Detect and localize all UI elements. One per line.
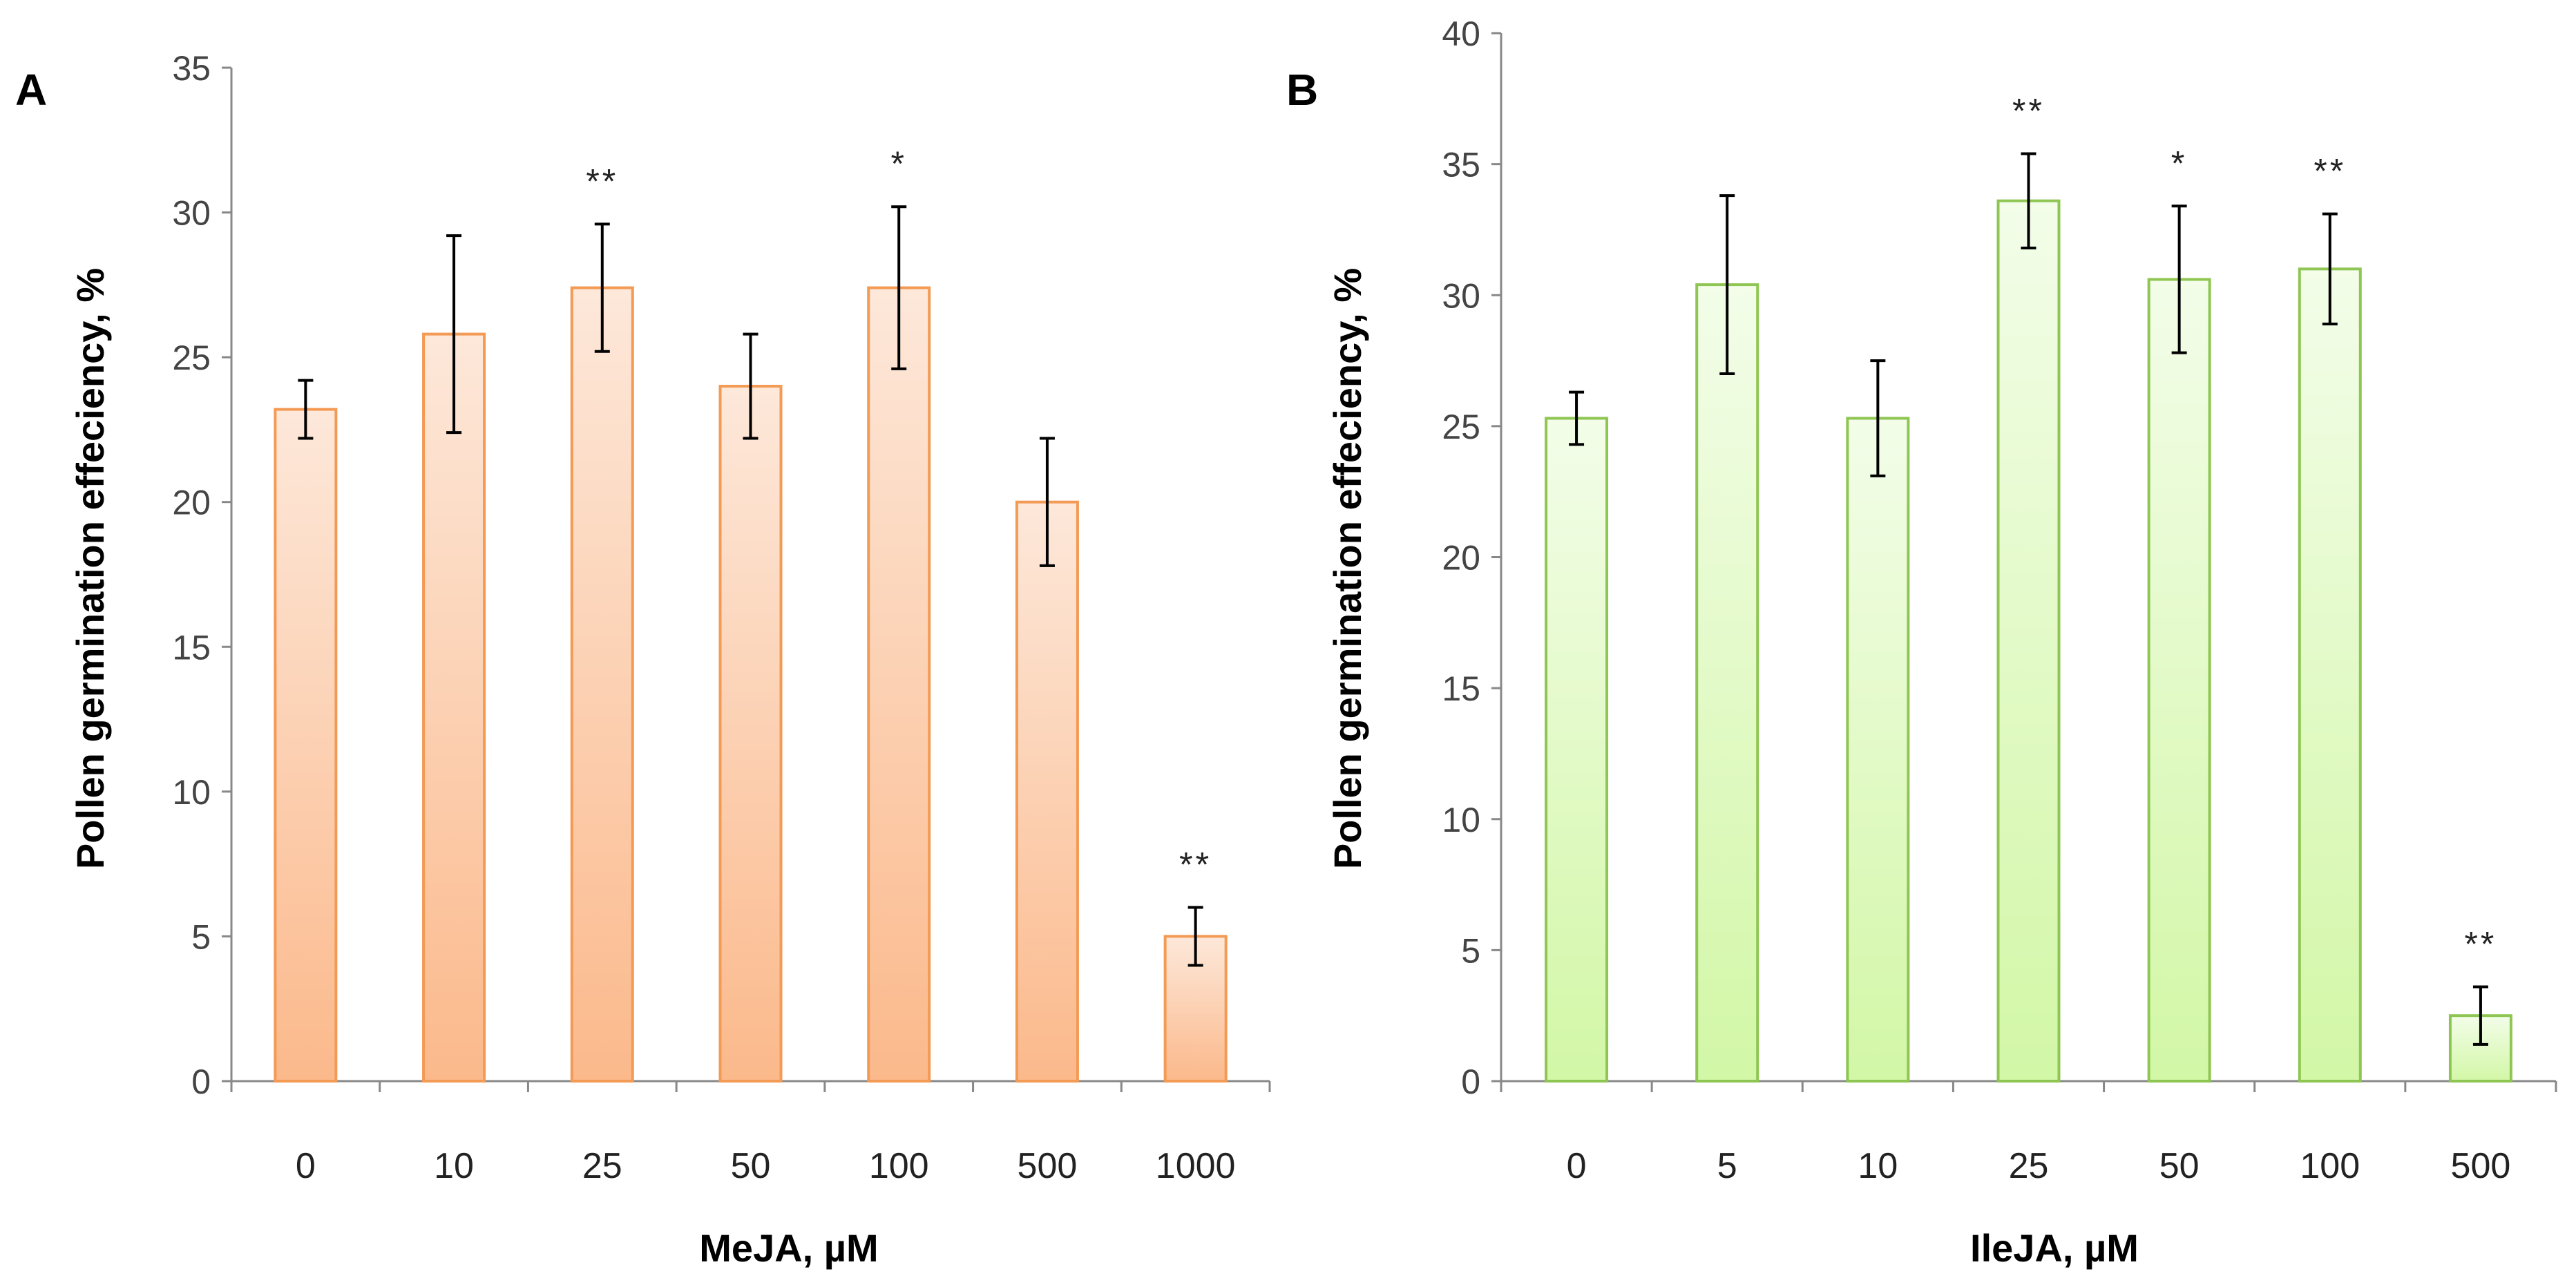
x-tick-label: 50 (2159, 1146, 2200, 1186)
bar (1015, 500, 1079, 1083)
x-tick-label: 0 (1567, 1146, 1587, 1186)
y-tick-label: 10 (172, 773, 211, 812)
panel-label: B (1286, 65, 1318, 115)
x-tick-label: 25 (582, 1146, 622, 1186)
x-tick-label: 100 (2300, 1146, 2360, 1186)
x-tick-label: 5 (1717, 1146, 1737, 1186)
significance-marker: * (2171, 144, 2187, 182)
x-tick-label: 50 (731, 1146, 771, 1186)
x-tick-label: 1000 (1156, 1146, 1236, 1186)
error-bar (2171, 204, 2187, 354)
y-tick-label: 25 (1442, 408, 1480, 446)
bar (570, 286, 634, 1083)
bar (1996, 199, 2061, 1083)
error-bar (2021, 152, 2036, 249)
bar (1846, 417, 1910, 1083)
y-tick-label: 20 (1442, 539, 1480, 578)
y-tick-label: 0 (1461, 1062, 1480, 1101)
y-tick-label: 5 (191, 917, 211, 956)
y-tick-label: 10 (1442, 801, 1480, 839)
y-tick-label: 5 (1461, 931, 1480, 970)
error-bar (1569, 390, 1585, 446)
y-axis-label: Pollen germination effeciency, % (68, 268, 112, 869)
significance-marker: ** (2313, 152, 2346, 191)
bar (1545, 417, 1609, 1083)
error-bar (1719, 194, 1735, 376)
bar (2147, 278, 2211, 1083)
x-tick-label: 100 (869, 1146, 929, 1186)
bar (274, 408, 338, 1083)
y-tick-label: 15 (172, 628, 211, 667)
panel-label: A (15, 65, 47, 115)
x-axis-label: MeJA, µM (699, 1226, 878, 1270)
bar (718, 385, 783, 1083)
y-tick-label: 40 (1442, 15, 1480, 53)
y-tick-label: 35 (1442, 146, 1480, 184)
y-tick-label: 15 (1442, 669, 1480, 708)
significance-marker: ** (1179, 846, 1212, 884)
error-bar (2472, 985, 2488, 1046)
significance-marker: ** (586, 162, 618, 200)
error-bar (1039, 437, 1055, 567)
bar (867, 286, 931, 1083)
x-tick-label: 10 (434, 1146, 474, 1186)
bar (422, 332, 486, 1083)
significance-marker: ** (2464, 924, 2497, 963)
x-tick-label: 0 (296, 1146, 316, 1186)
error-bar (446, 234, 462, 435)
y-axis-label: Pollen germination effeciency, % (1326, 268, 1369, 869)
x-tick-label: 500 (2451, 1146, 2511, 1186)
x-axis-label: IleJA, µM (1970, 1226, 2139, 1270)
y-tick-label: 25 (172, 339, 211, 377)
y-tick-label: 30 (172, 194, 211, 233)
error-bar (1870, 359, 1886, 477)
error-bar (2322, 212, 2338, 325)
error-bar (891, 205, 907, 370)
significance-marker: * (890, 144, 906, 183)
y-tick-label: 0 (191, 1062, 211, 1101)
y-tick-label: 30 (1442, 276, 1480, 315)
chart-panel-a: A Pollen germination effeciency, % MeJA,… (15, 49, 1271, 1270)
bar (2298, 267, 2362, 1083)
chart-panel-b: B Pollen germination effeciency, % IleJA… (1286, 15, 2557, 1270)
x-tick-label: 10 (1858, 1146, 1898, 1186)
x-tick-label: 25 (2009, 1146, 2049, 1186)
significance-marker: ** (2012, 91, 2045, 130)
y-tick-label: 20 (172, 484, 211, 522)
bar (1695, 283, 1759, 1083)
x-tick-label: 500 (1018, 1146, 1078, 1186)
y-tick-label: 35 (172, 49, 211, 88)
error-bar (298, 379, 314, 440)
error-bar (743, 332, 759, 440)
error-bar (594, 222, 610, 353)
error-bar (1187, 906, 1203, 967)
